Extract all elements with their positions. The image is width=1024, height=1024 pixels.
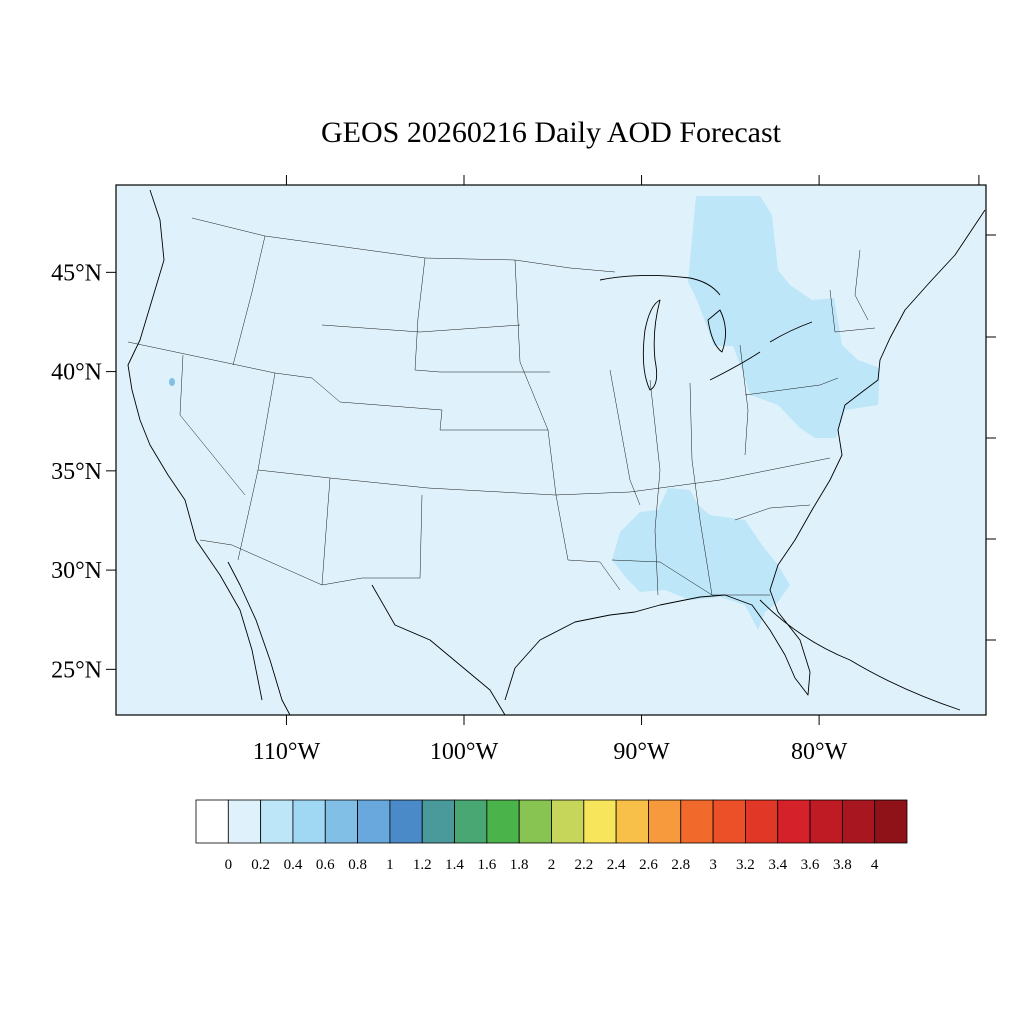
colorbar-label: 2 xyxy=(548,857,556,873)
border-nm xyxy=(321,477,423,586)
map-frame xyxy=(115,184,987,716)
lake-ontario xyxy=(769,321,813,343)
longitude-labels: 110°W 100°W 90°W 80°W xyxy=(253,739,848,765)
colorbar-label: 3.6 xyxy=(801,857,820,873)
colorbar-label: 0.8 xyxy=(348,857,367,873)
colorbar-swatch xyxy=(227,799,262,844)
lat-label: 30°N xyxy=(51,558,102,584)
lon-label: 80°W xyxy=(791,739,848,765)
latitude-ticks xyxy=(106,234,996,670)
colorbar-label: 3.8 xyxy=(833,857,852,873)
colorbar-swatch xyxy=(712,799,746,844)
colorbar-swatch xyxy=(680,799,714,844)
colorbar-swatch xyxy=(357,799,391,844)
lat-label: 35°N xyxy=(51,459,102,485)
map-background xyxy=(116,185,986,715)
coast-pacific xyxy=(127,189,263,701)
colorbar-swatch xyxy=(389,799,423,844)
colorbar-swatch xyxy=(292,799,326,844)
colorbar-swatch xyxy=(551,799,585,844)
colorbar-label: 2.4 xyxy=(607,857,626,873)
aod-hotspot-nevada xyxy=(169,378,175,386)
colorbar-label: 1.4 xyxy=(445,857,464,873)
border-mississippi-west xyxy=(514,259,621,591)
lake-superior xyxy=(599,274,721,296)
colorbar-label: 3.4 xyxy=(768,857,787,873)
lon-label: 90°W xyxy=(613,739,670,765)
colorbar-label: 2.8 xyxy=(671,857,690,873)
border-pa-wv xyxy=(739,344,749,456)
colorbar-swatch xyxy=(809,799,843,844)
colorbar-label: 2.2 xyxy=(574,857,593,873)
border-dakotas-nebraska xyxy=(414,257,550,373)
lon-label: 100°W xyxy=(430,739,499,765)
colorbar-label: 3.2 xyxy=(736,857,755,873)
colorbar-swatch xyxy=(195,799,229,844)
border-illinois xyxy=(609,369,641,506)
border-wy-co xyxy=(311,377,443,411)
border-ks-ok xyxy=(439,409,548,431)
colorbar-swatch xyxy=(745,799,779,844)
colorbar-label: 0.2 xyxy=(251,857,270,873)
colorbar-swatch xyxy=(486,799,520,844)
aod-elevated-regions xyxy=(169,196,880,630)
colorbar-label: 1.2 xyxy=(413,857,432,873)
colorbar-label: 0.4 xyxy=(284,857,303,873)
longitude-ticks xyxy=(285,175,980,725)
coastlines xyxy=(127,189,986,715)
colorbar-label: 1.6 xyxy=(477,857,496,873)
border-sc xyxy=(734,504,811,521)
border-gulf-states xyxy=(611,559,770,596)
lat-label: 25°N xyxy=(51,657,102,683)
lon-label: 110°W xyxy=(253,739,321,765)
colorbar-swatches xyxy=(195,799,908,844)
border-id-or xyxy=(232,235,266,366)
aod-region-northeast xyxy=(688,196,880,438)
colorbar-swatch xyxy=(260,799,294,844)
coast-baja-gulf xyxy=(227,561,291,715)
colorbar: 0 0.2 0.4 0.6 0.8 1 1.2 1.4 1.6 1.8 2 2.2 2.4 2.6 2.8 3… xyxy=(195,799,908,873)
lake-erie xyxy=(709,351,761,381)
colorbar-label: 0.6 xyxy=(316,857,335,873)
lat-label: 40°N xyxy=(51,360,102,386)
border-indiana-alabama xyxy=(649,379,661,596)
colorbar-swatch xyxy=(324,799,358,844)
coast-cuba-bahamas xyxy=(759,599,961,711)
lake-huron xyxy=(707,309,726,353)
colorbar-label: 3 xyxy=(709,857,717,873)
map-panel: 110°W 100°W 90°W 80°W 45°N 40°N 35°N 30°N 25°N xyxy=(51,175,996,765)
colorbar-swatch xyxy=(841,799,876,844)
border-new-england xyxy=(829,289,876,333)
colorbar-swatch xyxy=(874,799,908,844)
coast-mexico-gulf xyxy=(371,584,506,715)
aod-region-southeast xyxy=(612,488,790,630)
colorbar-label: 1 xyxy=(386,857,394,873)
border-vt-nh xyxy=(854,249,869,321)
latitude-labels: 45°N 40°N 35°N 30°N 25°N xyxy=(51,260,102,683)
colorbar-label: 4 xyxy=(871,857,879,873)
colorbar-swatch xyxy=(648,799,682,844)
border-pa-md xyxy=(744,377,839,396)
colorbar-label: 2.6 xyxy=(639,857,658,873)
colorbar-swatch xyxy=(421,799,455,844)
border-ohio-georgia xyxy=(689,382,713,596)
colorbar-swatch xyxy=(615,799,649,844)
colorbar-label: 1.8 xyxy=(510,857,529,873)
colorbar-label: 0 xyxy=(225,857,233,873)
colorbar-swatch xyxy=(583,799,617,844)
lake-michigan xyxy=(642,299,661,391)
border-us-mexico-west xyxy=(199,539,323,586)
coast-gulf-atlantic xyxy=(504,209,986,701)
colorbar-labels: 0 0.2 0.4 0.6 0.8 1 1.2 1.4 1.6 1.8 2 2.2 2.4 2.6 2.8 3… xyxy=(225,857,879,873)
colorbar-swatch xyxy=(518,799,552,844)
us-canada-border xyxy=(191,217,616,273)
map-title: GEOS 20260216 Daily AOD Forecast xyxy=(321,116,782,149)
colorbar-swatch xyxy=(454,799,488,844)
state-borders xyxy=(127,217,876,596)
colorbar-swatch xyxy=(777,799,811,844)
border-ca-nv xyxy=(179,354,246,496)
border-montana-wyoming xyxy=(321,324,521,333)
lat-label: 45°N xyxy=(51,260,102,286)
